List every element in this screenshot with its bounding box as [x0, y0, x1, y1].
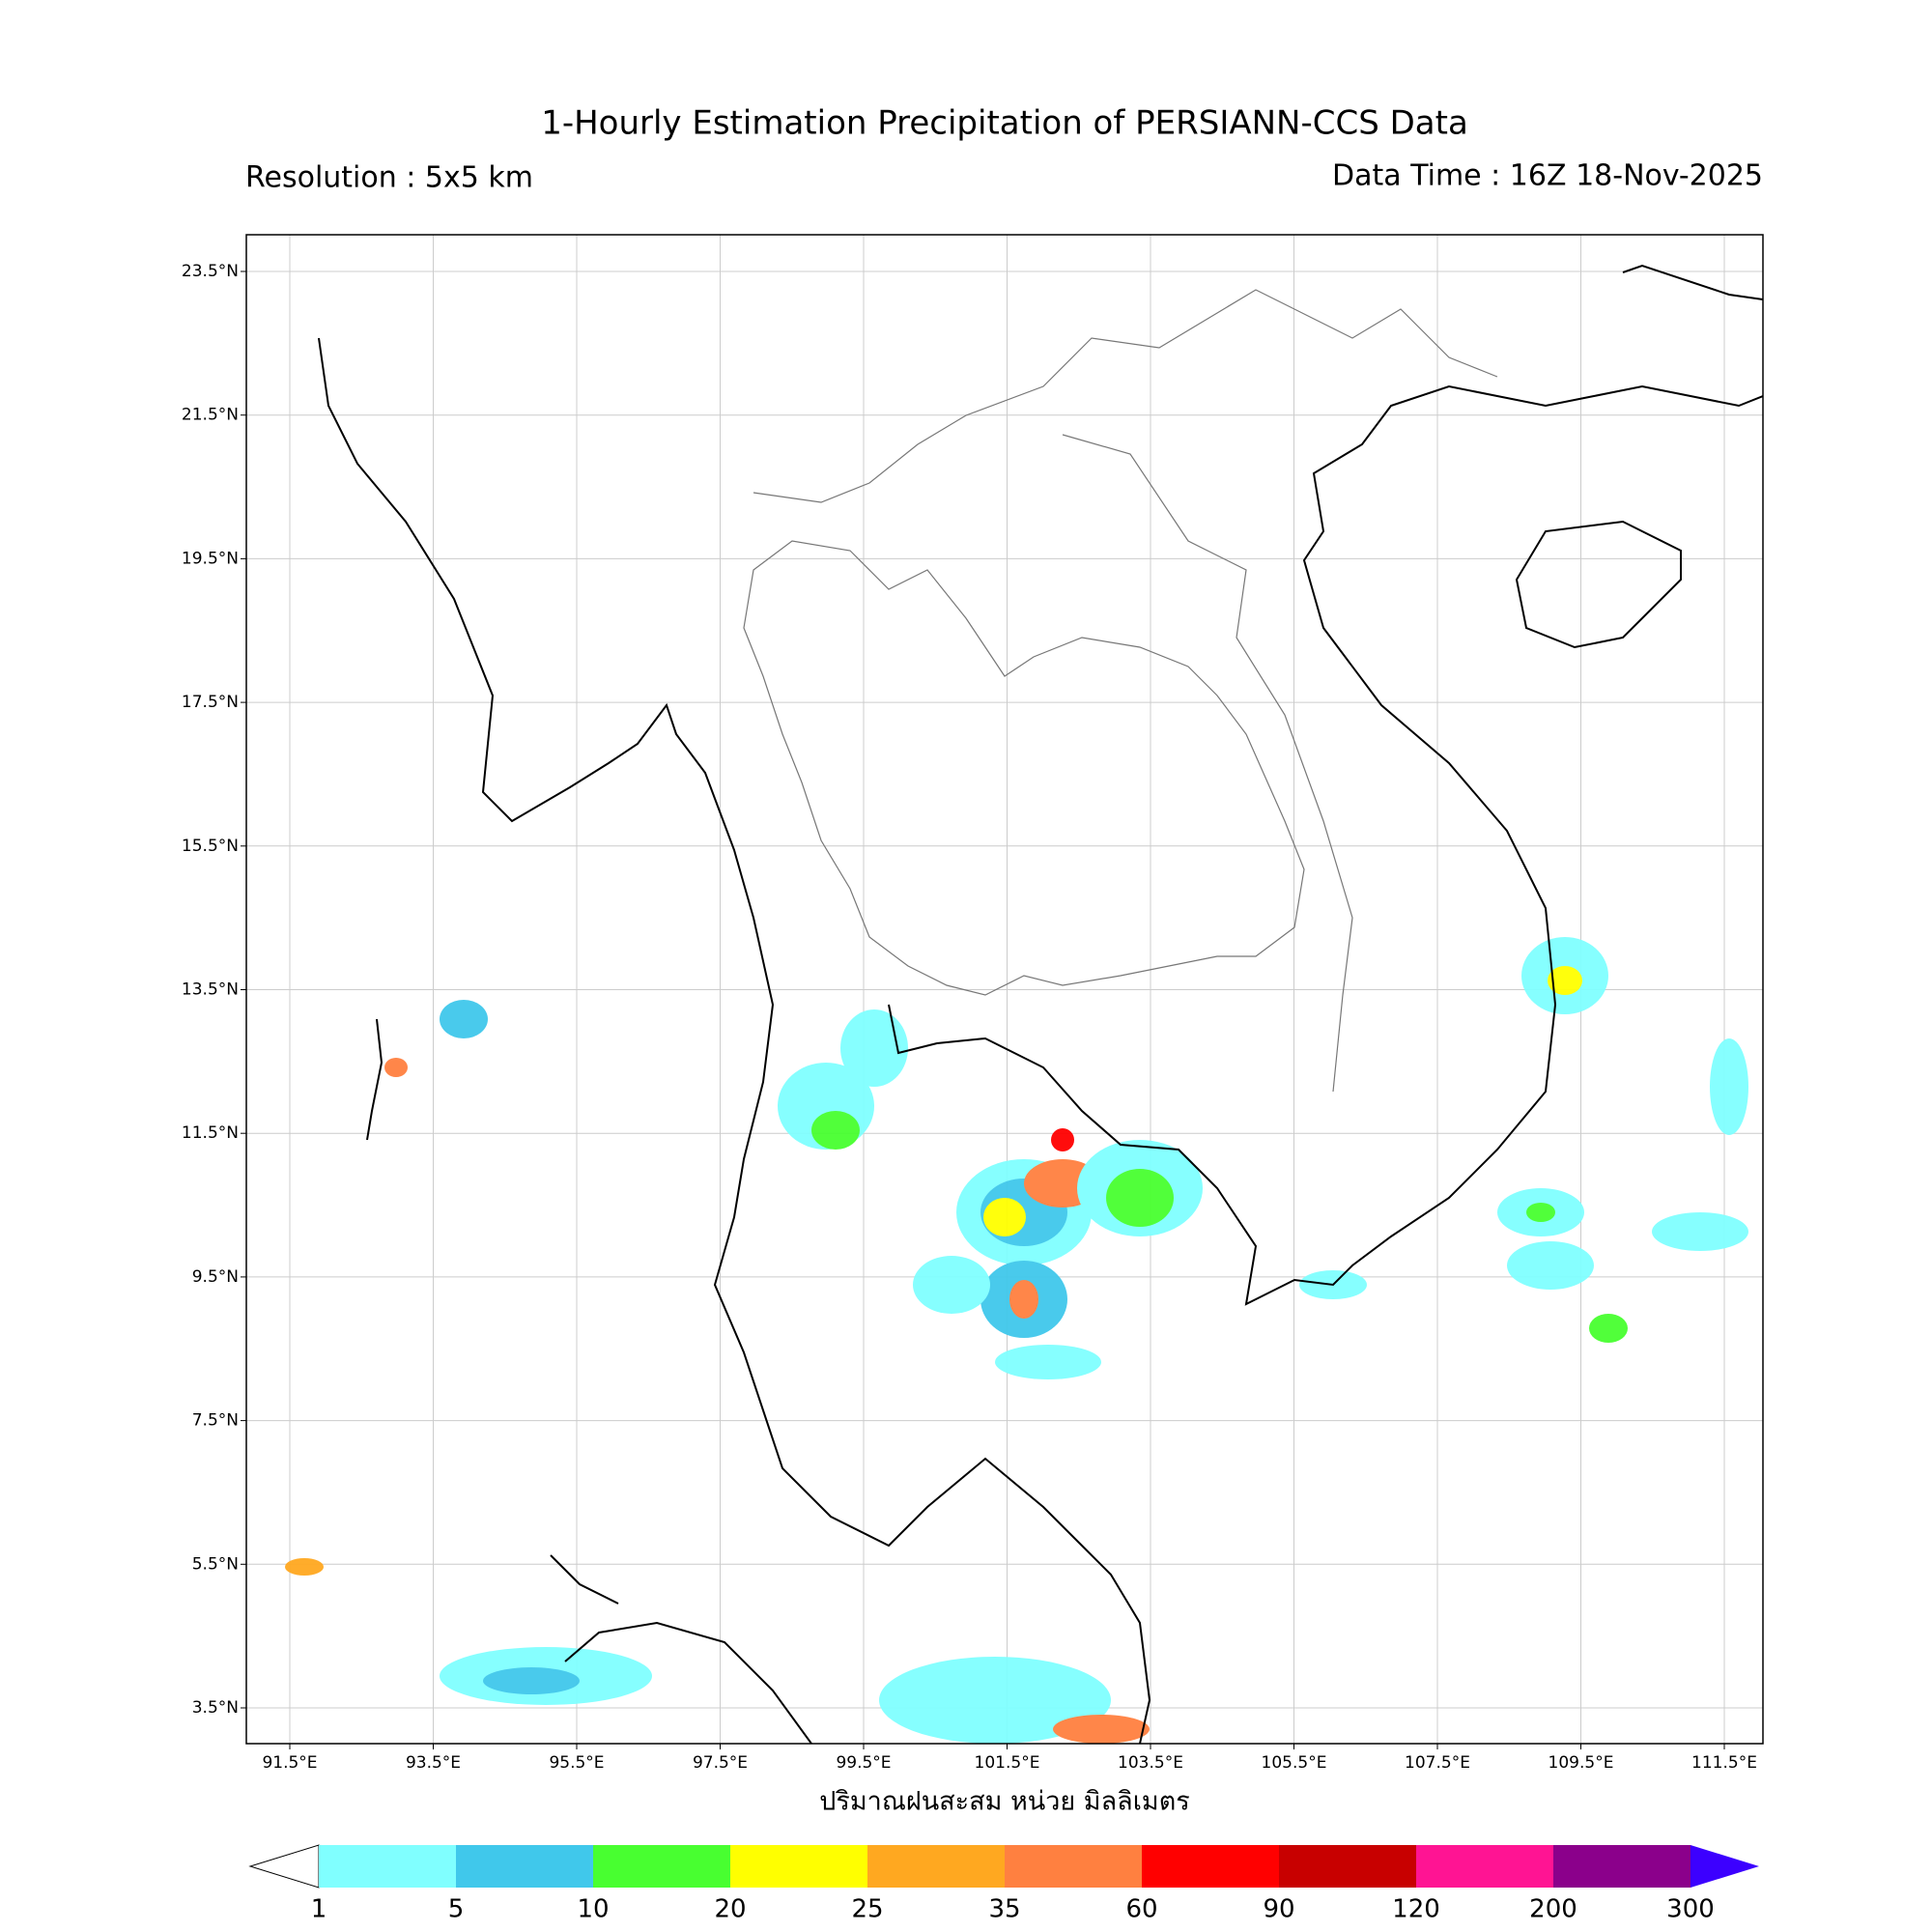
title: 1-Hourly Estimation Precipitation of PER…: [541, 104, 1468, 143]
color-swatch: [1553, 1845, 1691, 1888]
color-swatch: [1142, 1845, 1280, 1888]
lon-tick-label: 111.5°E: [1691, 1753, 1757, 1773]
colorbar-label: 10: [577, 1895, 609, 1924]
colorbar-label: 1: [311, 1895, 327, 1924]
color-swatch: [593, 1845, 731, 1888]
colorbar-label: 200: [1529, 1895, 1577, 1924]
colorbar: 1 5 10 20 25 35 60 90 120 200 300: [248, 1844, 1759, 1924]
colorbar-label: 90: [1263, 1895, 1294, 1924]
lat-tick-label: 7.5°N: [192, 1411, 239, 1431]
color-swatch: [1005, 1845, 1143, 1888]
lat-tick-label: 9.5°N: [192, 1267, 239, 1287]
color-swatch: [456, 1845, 594, 1888]
over-triangle: [1690, 1845, 1759, 1888]
colorbar-label: 5: [448, 1895, 465, 1924]
lat-tick-label: 11.5°N: [182, 1123, 239, 1143]
colorbar-label: 35: [988, 1895, 1020, 1924]
lat-tick-label: 5.5°N: [192, 1554, 239, 1574]
lon-tick-label: 95.5°E: [549, 1753, 604, 1773]
lon-tick-label: 107.5°E: [1405, 1753, 1470, 1773]
lat-tick-label: 3.5°N: [192, 1698, 239, 1718]
lon-tick-label: 105.5°E: [1262, 1753, 1327, 1773]
lon-tick-label: 103.5°E: [1118, 1753, 1183, 1773]
lat-tick-label: 23.5°N: [182, 262, 239, 281]
resolution: Resolution : 5x5 km: [245, 161, 533, 195]
lat-tick-label: 17.5°N: [182, 693, 239, 712]
lon-tick-label: 91.5°E: [262, 1753, 317, 1773]
colorbar-label: 300: [1666, 1895, 1715, 1924]
rain: [285, 937, 1748, 1744]
lon-tick-label: 99.5°E: [836, 1753, 891, 1773]
grid: [241, 235, 1763, 1749]
lon-tick-label: 101.5°E: [975, 1753, 1040, 1773]
colorbar-label: 60: [1125, 1895, 1157, 1924]
map-frame: [245, 234, 1764, 1745]
under-triangle: [248, 1844, 320, 1889]
lat-tick-label: 21.5°N: [182, 406, 239, 425]
colorbar-label: 120: [1392, 1895, 1440, 1924]
color-swatch: [730, 1845, 868, 1888]
color-swatch: [319, 1845, 457, 1888]
lon-tick-label: 93.5°E: [406, 1753, 461, 1773]
data-time: Data Time : 16Z 18-Nov-2025: [1332, 159, 1763, 193]
lat-tick-label: 13.5°N: [182, 980, 239, 1000]
map-body: [285, 264, 1763, 1744]
colorbar-label: 20: [714, 1895, 746, 1924]
lon-tick-label: 109.5°E: [1548, 1753, 1614, 1773]
x-label: ปริมาณฝนสะสม หน่วย มิลลิเมตร: [819, 1787, 1190, 1817]
colorbar-label: 25: [851, 1895, 883, 1924]
lat-tick-label: 15.5°N: [182, 837, 239, 856]
lat-tick-label: 19.5°N: [182, 549, 239, 568]
lon-tick-label: 97.5°E: [693, 1753, 748, 1773]
color-swatch: [1279, 1845, 1417, 1888]
color-swatch: [1416, 1845, 1554, 1888]
color-swatch: [867, 1845, 1006, 1888]
